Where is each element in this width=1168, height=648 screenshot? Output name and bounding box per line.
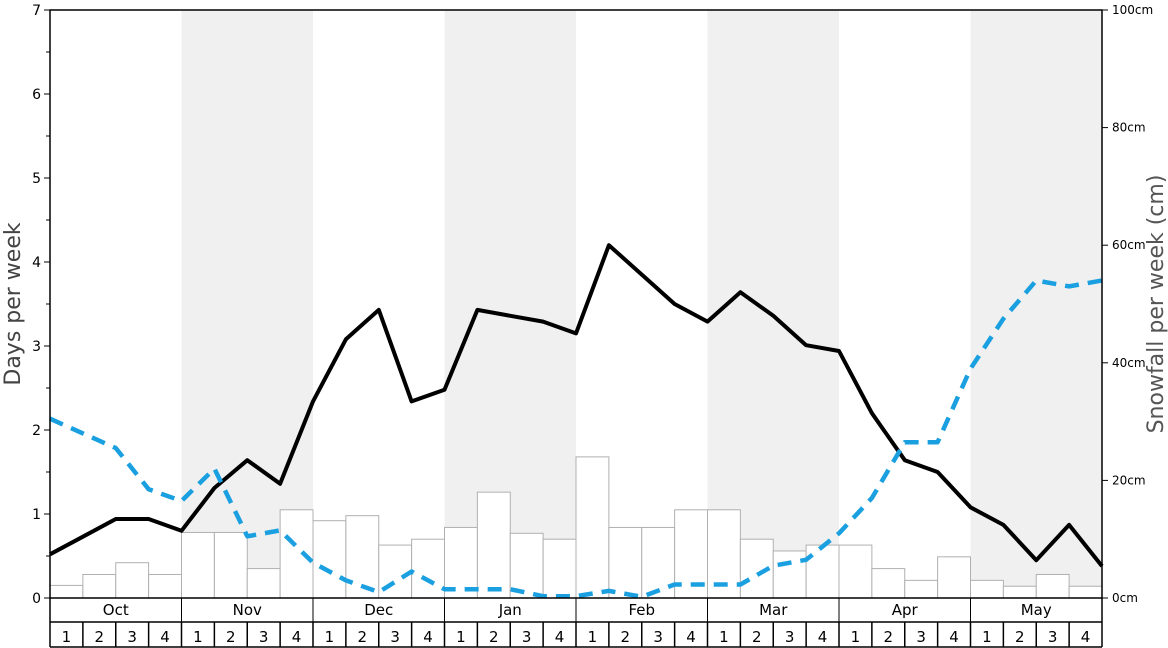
week-label: 4	[555, 628, 565, 646]
right-axis: 0cm 20cm 40cm 60cm 80cm 100cm	[1102, 3, 1153, 605]
x-axis: Oct Nov Dec Jan Feb Mar Apr May 1 2 3 4 1 2 3 4 1 2 3 4 1 2 3 4…	[49, 598, 1103, 648]
right-axis-label: Snowfall per week (cm)	[1144, 175, 1168, 434]
month-label: Oct	[103, 601, 129, 619]
week-label: 1	[456, 628, 466, 646]
week-label: 4	[1081, 628, 1091, 646]
week-label: 2	[621, 628, 631, 646]
week-label: 4	[818, 628, 828, 646]
week-label: 3	[390, 628, 400, 646]
left-tick-label: 5	[32, 171, 41, 187]
snowfall-bar	[279, 509, 314, 599]
right-tick-label: 40cm	[1112, 356, 1146, 370]
snowfall-line	[49, 278, 1103, 600]
snowfall-bar	[444, 526, 478, 599]
week-label: 1	[982, 628, 992, 646]
snowfall-bar	[82, 573, 117, 599]
snowfall-bar	[608, 526, 643, 599]
week-label: 3	[522, 628, 532, 646]
snowfall-bar	[772, 550, 807, 599]
week-label: 3	[259, 628, 269, 646]
snowfall-bar	[904, 579, 939, 599]
days-line	[49, 243, 1104, 568]
week-label: 3	[785, 628, 795, 646]
snowfall-bar	[937, 556, 971, 599]
right-tick-label: 60cm	[1112, 238, 1146, 252]
snowfall-bar	[970, 579, 1004, 599]
month-label: May	[1021, 601, 1052, 619]
snowfall-bar	[411, 538, 445, 599]
month-band-may	[970, 10, 1102, 598]
left-tick-label: 3	[32, 339, 41, 355]
left-tick-label: 6	[32, 87, 41, 103]
week-label: 4	[160, 628, 170, 646]
week-label: 1	[62, 628, 72, 646]
left-axis: 0 1 2 3 4 5 6 7	[32, 3, 50, 607]
week-label: 1	[325, 628, 335, 646]
week-label: 1	[851, 628, 861, 646]
right-tick-label: 20cm	[1112, 473, 1146, 487]
month-label: Feb	[628, 601, 655, 619]
month-bands	[181, 10, 1102, 598]
week-label: 2	[95, 628, 105, 646]
snowfall-bar	[575, 456, 610, 599]
snowfall-bar	[312, 520, 347, 599]
snowfall-bar	[509, 532, 544, 599]
right-tick-label: 80cm	[1112, 121, 1146, 135]
week-label: 3	[1048, 628, 1058, 646]
left-axis-label: Days per week	[1, 222, 26, 385]
snowfall-bar	[838, 544, 873, 599]
month-label: Dec	[364, 601, 393, 619]
data-lines	[49, 243, 1104, 600]
snowfall-bar	[1035, 573, 1070, 599]
left-tick-label: 7	[32, 3, 41, 19]
left-tick-label: 1	[32, 507, 41, 523]
snowfall-bar	[246, 568, 281, 599]
snowfall-bar	[1068, 585, 1103, 599]
snowfall-bar	[805, 544, 840, 599]
right-tick-label: 0cm	[1112, 591, 1138, 605]
week-label: 3	[653, 628, 663, 646]
left-tick-label: 2	[32, 423, 41, 439]
month-label: Apr	[892, 601, 919, 619]
week-label: 2	[489, 628, 499, 646]
month-label: Jan	[498, 601, 522, 619]
week-label: 4	[949, 628, 959, 646]
month-label: Nov	[233, 601, 262, 619]
snowfall-bar	[476, 491, 511, 599]
week-label: 4	[292, 628, 302, 646]
week-label: 3	[127, 628, 137, 646]
snowfall-bar	[115, 562, 150, 599]
week-label: 1	[719, 628, 729, 646]
week-label: 2	[884, 628, 894, 646]
week-label: 2	[1015, 628, 1025, 646]
snowfall-bar	[871, 568, 906, 599]
snowfall-bar	[49, 584, 84, 599]
week-label: 4	[686, 628, 696, 646]
right-tick-label: 100cm	[1112, 3, 1153, 17]
week-label: 1	[193, 628, 203, 646]
left-tick-label: 4	[32, 255, 41, 271]
week-label: 1	[588, 628, 598, 646]
week-label: 4	[423, 628, 433, 646]
snowfall-bars	[49, 456, 1103, 599]
left-tick-label: 0	[32, 591, 41, 607]
week-label: 2	[358, 628, 368, 646]
snowfall-bar	[213, 531, 248, 599]
week-label: 2	[226, 628, 236, 646]
snowfall-bar	[181, 531, 215, 599]
week-label: 2	[752, 628, 762, 646]
week-label: 3	[916, 628, 926, 646]
month-label: Mar	[759, 601, 788, 619]
snowfall-bar	[148, 573, 182, 599]
snowfall-bar	[542, 538, 577, 599]
snowfall-bar	[1002, 585, 1037, 599]
